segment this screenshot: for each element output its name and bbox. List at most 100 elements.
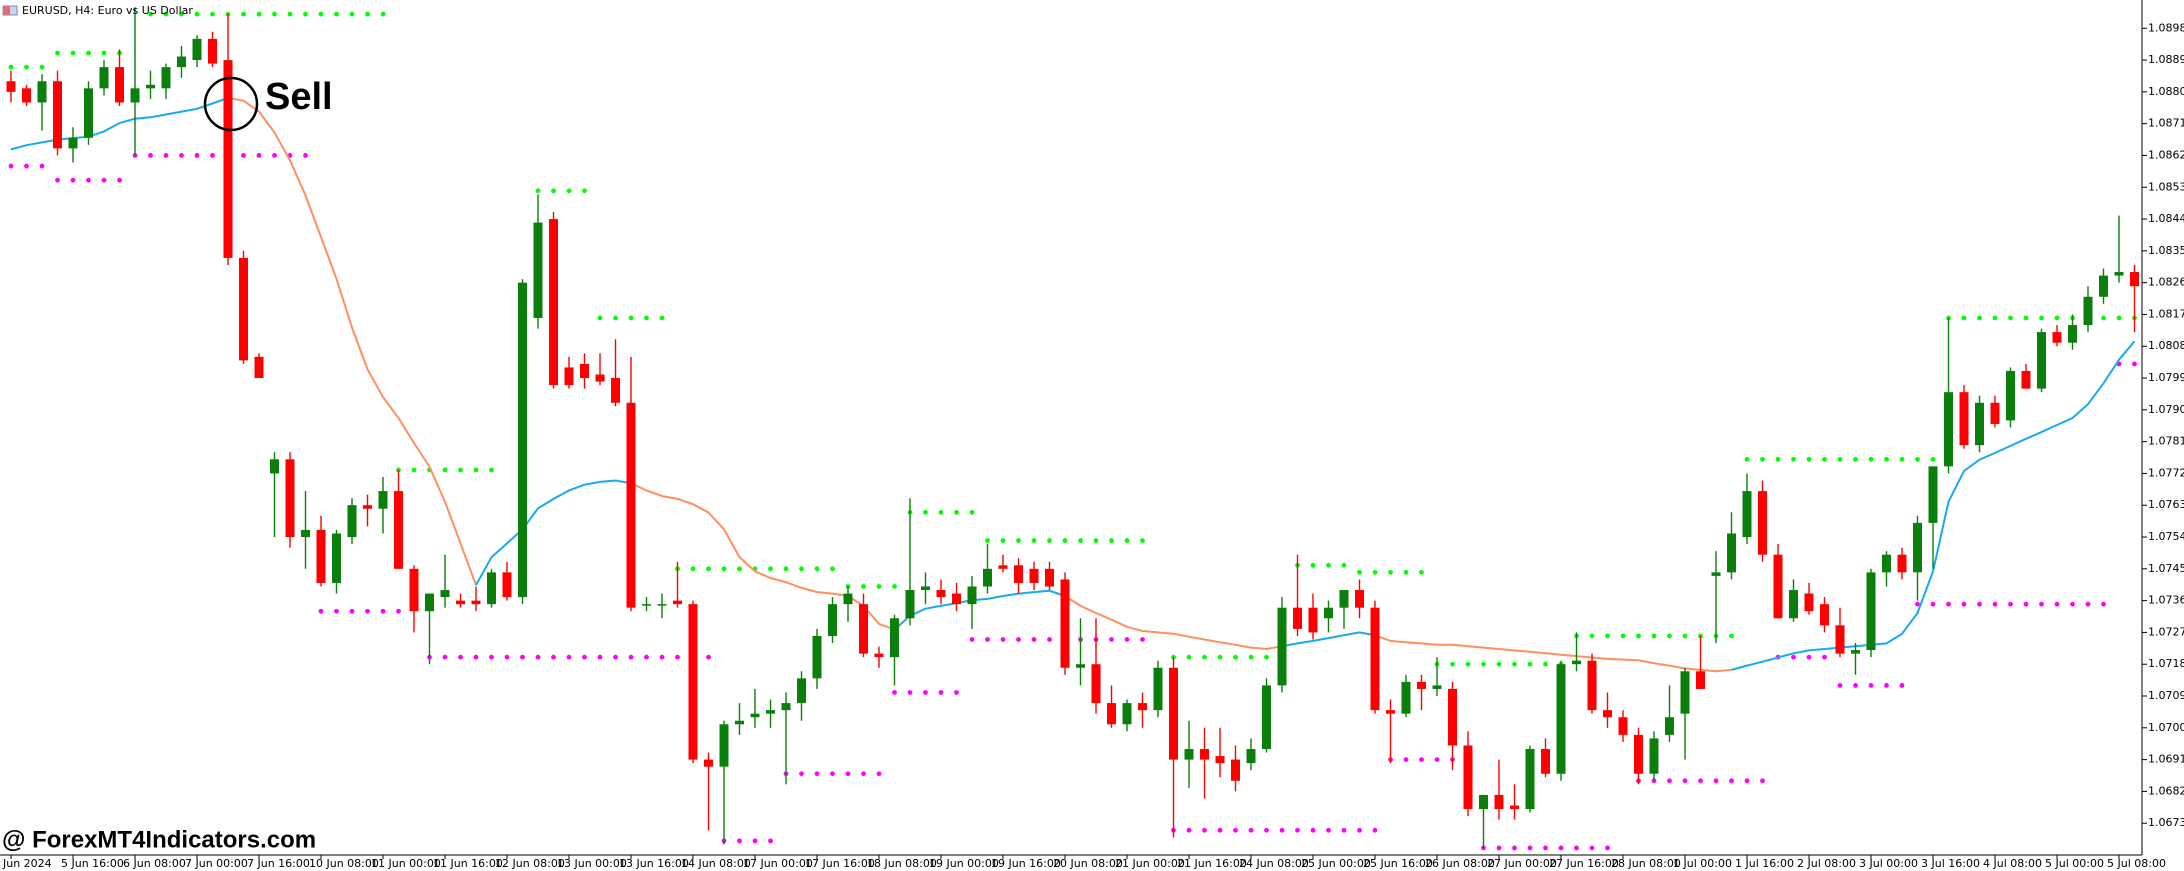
resistance-dot bbox=[799, 566, 804, 572]
support-dot bbox=[520, 654, 525, 660]
resistance-dot bbox=[24, 64, 29, 70]
x-tick-label: 12 Jun 08:00 bbox=[495, 857, 565, 870]
support-dot bbox=[1961, 601, 1967, 607]
x-tick-label: 26 Jun 08:00 bbox=[1425, 857, 1495, 870]
candle-body bbox=[1122, 703, 1132, 725]
support-dot bbox=[2023, 601, 2029, 607]
resistance-dot bbox=[1093, 538, 1099, 543]
x-tick-label: 5 Jul 00:00 bbox=[2045, 857, 2104, 870]
support-dot bbox=[1186, 827, 1192, 833]
support-dot bbox=[2008, 601, 2013, 607]
candle-body bbox=[1510, 805, 1519, 810]
resistance-dot bbox=[690, 566, 696, 572]
candle-body bbox=[99, 67, 109, 89]
support-dot bbox=[1884, 683, 1889, 688]
support-dot bbox=[892, 690, 897, 695]
candle-body bbox=[1913, 522, 1922, 573]
support-dot bbox=[1806, 654, 1812, 660]
resistance-dot bbox=[1248, 654, 1254, 660]
candle-body bbox=[68, 137, 78, 149]
candle-body bbox=[1308, 607, 1318, 633]
x-tick-label: 6 Jun 08:00 bbox=[123, 857, 186, 870]
support-dot bbox=[1543, 845, 1548, 851]
x-tick-label: 21 Jun 00:00 bbox=[1115, 857, 1185, 870]
candle-body bbox=[735, 720, 744, 725]
resistance-dot bbox=[721, 566, 727, 572]
support-dot bbox=[613, 654, 618, 660]
resistance-dot bbox=[1651, 633, 1657, 639]
y-tick-label: 1.07900 bbox=[2148, 403, 2184, 416]
candle-body bbox=[1138, 703, 1147, 711]
support-dot bbox=[39, 163, 45, 169]
support-dot bbox=[1946, 601, 1951, 607]
resistance-dot bbox=[1868, 456, 1874, 462]
candle-body bbox=[487, 572, 496, 605]
candle-body bbox=[53, 81, 62, 149]
support-dot bbox=[1264, 827, 1269, 833]
candle-body bbox=[952, 593, 961, 605]
resistance-dot bbox=[1667, 633, 1672, 639]
resistance-dot bbox=[2101, 315, 2106, 321]
resistance-dot bbox=[1853, 456, 1858, 462]
chart-title: EURUSD, H4: Euro vs US Dollar bbox=[22, 4, 193, 17]
support-dot bbox=[318, 608, 324, 614]
resistance-dot bbox=[489, 467, 494, 473]
support-dot bbox=[2054, 601, 2060, 607]
support-dot bbox=[1713, 778, 1719, 784]
support-dot bbox=[8, 163, 14, 169]
candle-body bbox=[1293, 607, 1302, 629]
x-tick-label: 1 Jul 00:00 bbox=[1673, 857, 1732, 870]
resistance-dot bbox=[1450, 661, 1455, 667]
resistance-dot bbox=[1217, 654, 1223, 660]
x-tick-label: 11 Jun 00:00 bbox=[371, 857, 441, 870]
candle-body bbox=[254, 356, 264, 379]
candle-body bbox=[828, 604, 837, 636]
support-dot bbox=[1326, 827, 1331, 833]
candle-body bbox=[130, 88, 140, 103]
candle-body bbox=[1463, 745, 1473, 810]
support-dot bbox=[1047, 637, 1052, 642]
resistance-dot bbox=[1403, 569, 1409, 575]
candle-body bbox=[533, 222, 543, 318]
x-tick-label: 13 Jun 16:00 bbox=[619, 857, 689, 870]
resistance-dot bbox=[628, 315, 634, 321]
symbol-icon-part bbox=[3, 6, 10, 15]
resistance-dot bbox=[8, 64, 14, 70]
resistance-dot bbox=[1806, 456, 1812, 462]
support-dot bbox=[1341, 827, 1347, 833]
candle-body bbox=[363, 505, 372, 509]
candle-body bbox=[1758, 491, 1767, 555]
candle-body bbox=[1696, 671, 1705, 689]
candle-body bbox=[549, 219, 558, 386]
resistance-dot bbox=[1729, 633, 1734, 639]
support-dot bbox=[1279, 827, 1285, 833]
support-dot bbox=[1930, 601, 1936, 607]
candle-body bbox=[750, 713, 760, 718]
resistance-dot bbox=[1388, 569, 1393, 575]
candle-body bbox=[1975, 402, 1984, 446]
resistance-dot bbox=[597, 315, 603, 321]
candle-body bbox=[394, 491, 403, 569]
resistance-dot bbox=[163, 11, 169, 17]
candle-body bbox=[1386, 710, 1395, 714]
resistance-dot bbox=[1930, 456, 1936, 462]
candle-body bbox=[1835, 625, 1845, 654]
moving-average bbox=[475, 479, 632, 586]
support-dot bbox=[985, 637, 990, 642]
candle-body bbox=[2037, 332, 2046, 389]
candle-body bbox=[890, 618, 899, 658]
resistance-dot bbox=[845, 584, 851, 589]
resistance-dot bbox=[1791, 456, 1796, 462]
resistance-dot bbox=[535, 188, 541, 194]
resistance-dot bbox=[1543, 661, 1548, 667]
candle-body bbox=[1959, 392, 1969, 446]
resistance-dot bbox=[737, 566, 742, 572]
candle-body bbox=[1851, 650, 1860, 654]
resistance-dot bbox=[1465, 661, 1471, 667]
support-dot bbox=[489, 654, 494, 660]
x-tick-label: 19 Jun 16:00 bbox=[991, 857, 1061, 870]
support-dot bbox=[1605, 845, 1610, 851]
y-tick-label: 1.08260 bbox=[2148, 276, 2184, 289]
candle-body bbox=[1045, 568, 1054, 587]
